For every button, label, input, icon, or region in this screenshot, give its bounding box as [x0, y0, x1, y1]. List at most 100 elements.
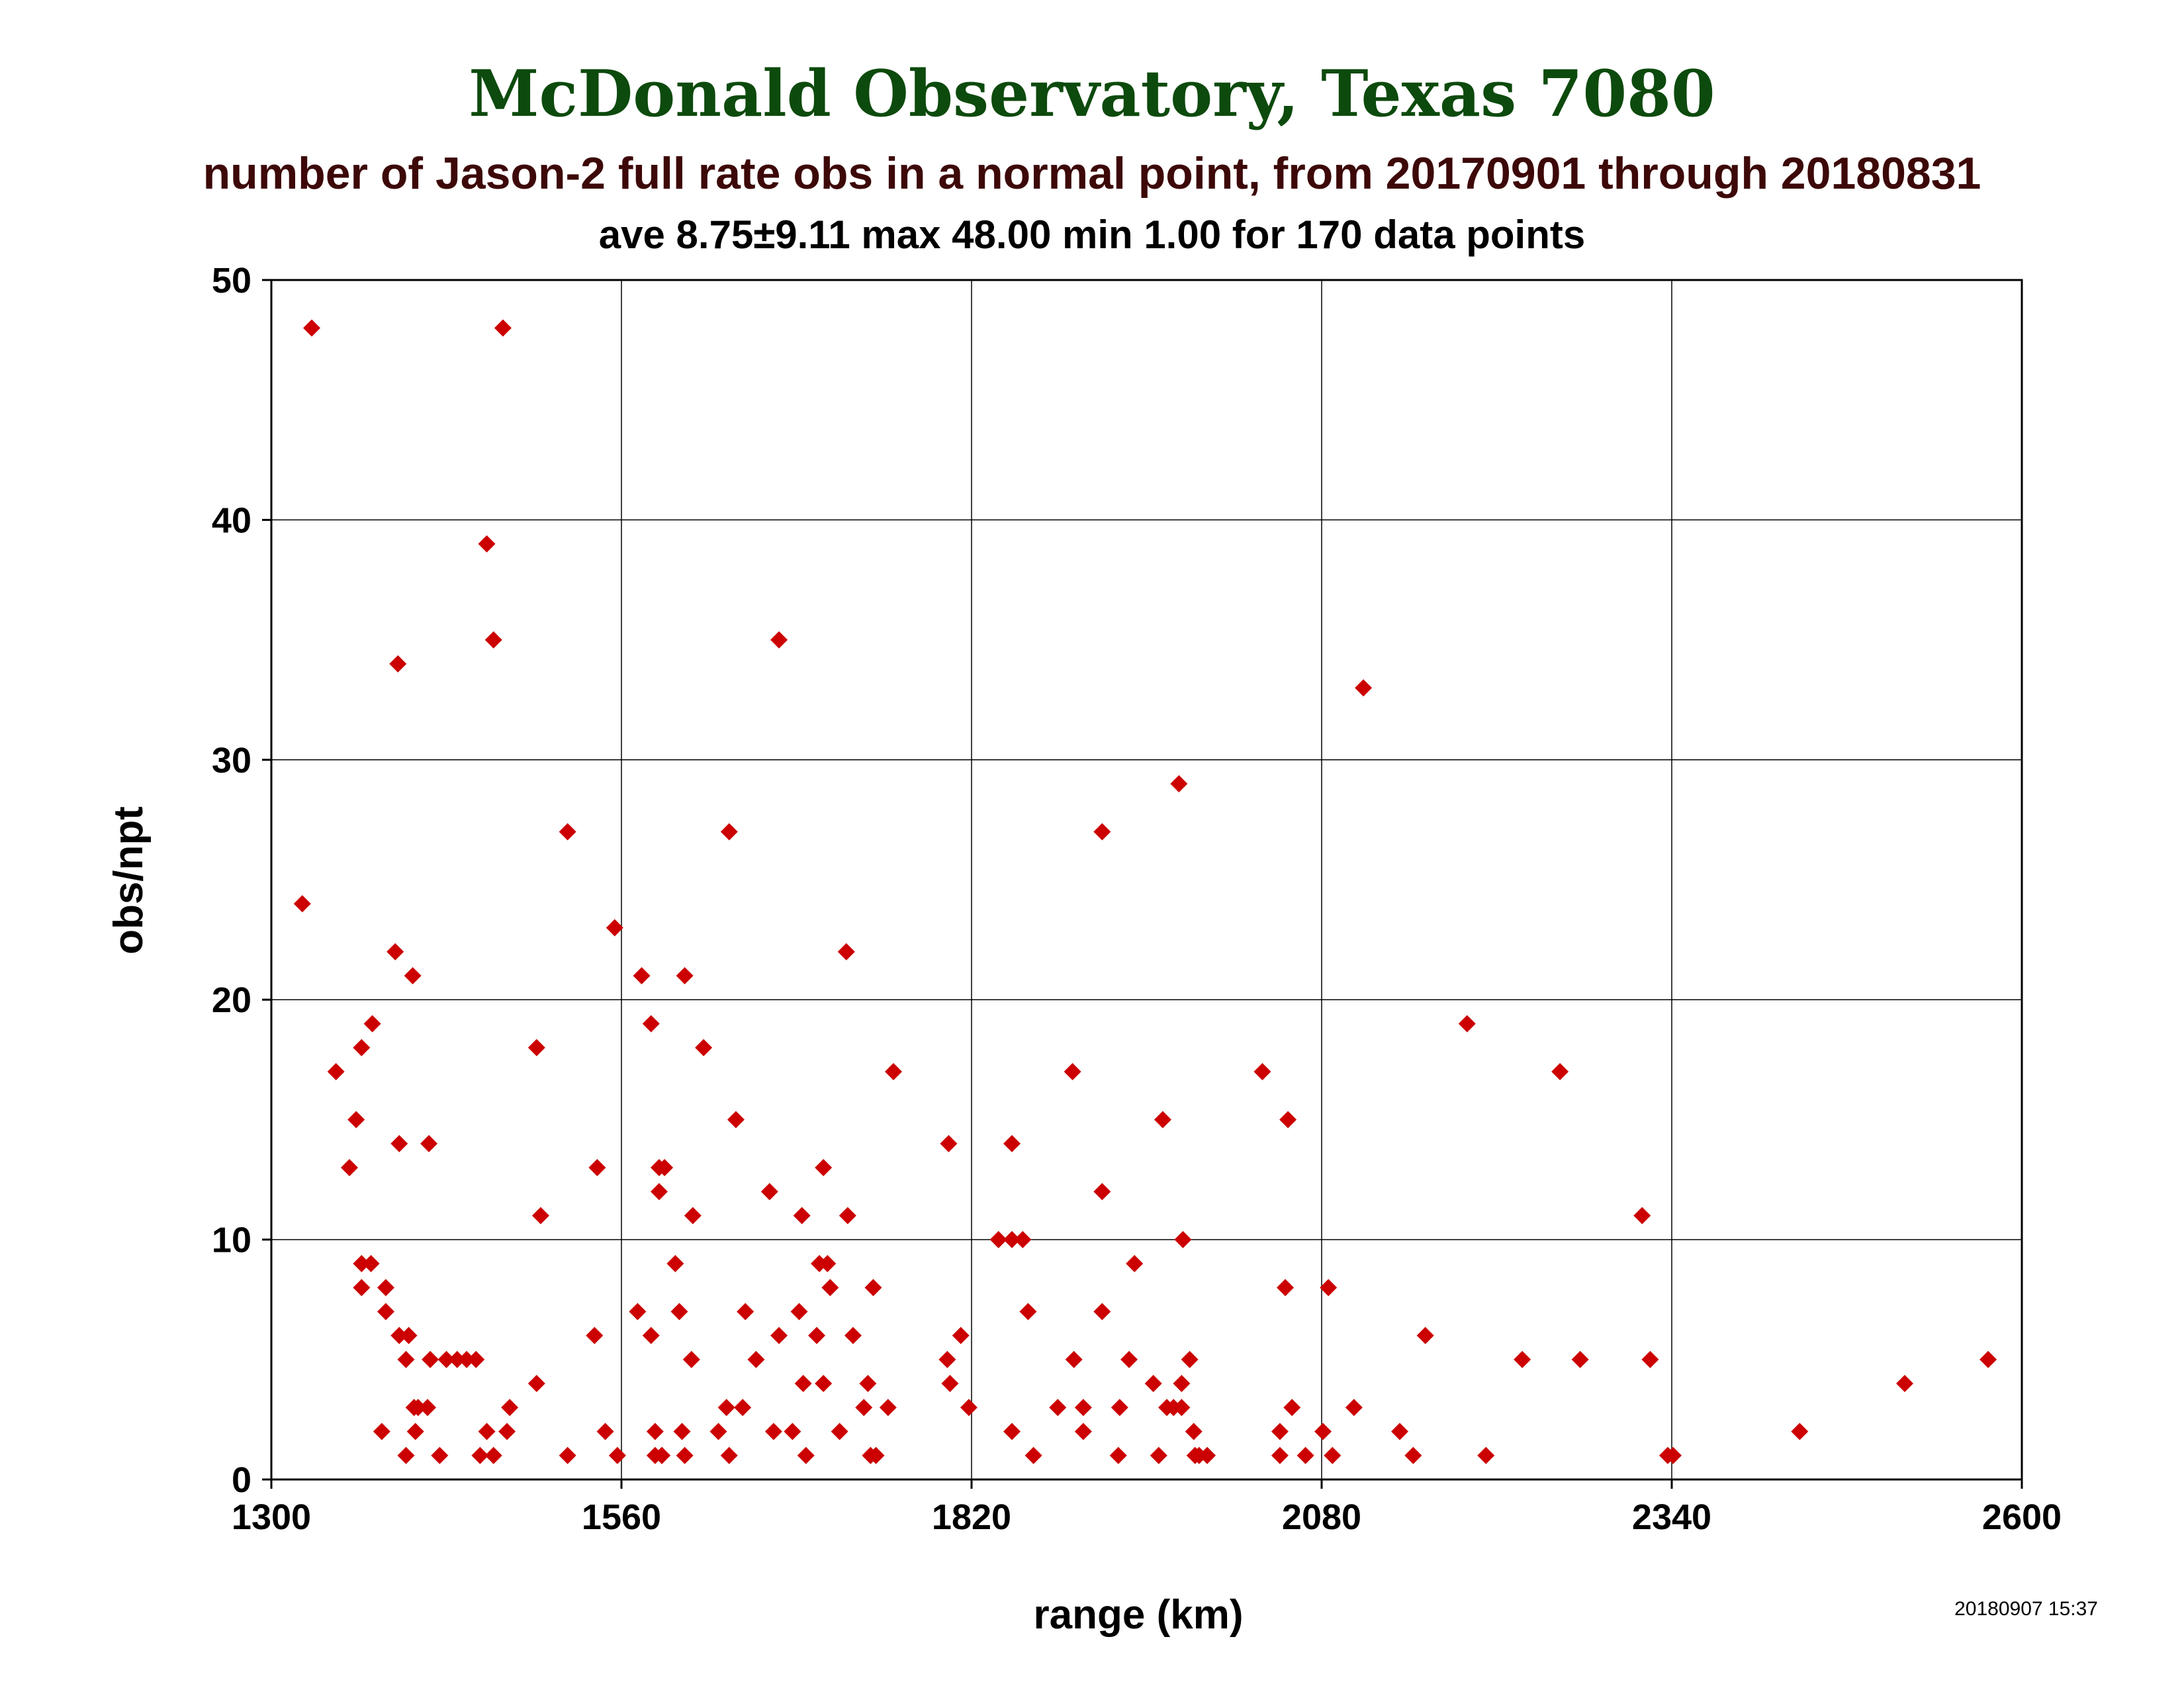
data-point [653, 1446, 671, 1464]
data-point [1791, 1423, 1809, 1440]
data-point [676, 966, 694, 984]
data-point [353, 1254, 371, 1272]
data-points [293, 319, 1997, 1464]
data-point [406, 1423, 424, 1440]
data-point [1173, 1399, 1191, 1417]
data-point [353, 1279, 371, 1297]
data-point [527, 1039, 545, 1056]
y-tick-label: 0 [232, 1460, 251, 1500]
data-point [1170, 775, 1188, 793]
data-point [437, 1350, 455, 1368]
data-point [389, 655, 407, 673]
data-point [390, 1327, 408, 1344]
chart-stats: ave 8.75±9.11 max 48.00 min 1.00 for 170… [599, 212, 1585, 257]
data-point [839, 1207, 856, 1225]
data-point [646, 1423, 664, 1440]
data-point [815, 1158, 833, 1176]
data-point [650, 1183, 668, 1201]
data-point [1024, 1446, 1042, 1464]
data-point [467, 1350, 485, 1368]
data-point [855, 1399, 873, 1417]
y-axis-label: obs/npt [106, 806, 152, 955]
y-tick-label: 40 [212, 500, 251, 540]
data-point [494, 319, 512, 337]
data-point [373, 1423, 390, 1440]
data-point [347, 1111, 365, 1129]
data-point [363, 1015, 381, 1033]
data-point [1979, 1350, 1997, 1368]
data-point [1641, 1350, 1659, 1368]
data-point [642, 1327, 660, 1344]
data-point [940, 1135, 958, 1152]
data-point [400, 1327, 418, 1344]
data-point [1458, 1015, 1476, 1033]
data-point [1150, 1446, 1167, 1464]
data-point [387, 943, 404, 961]
data-point [734, 1399, 752, 1417]
data-point [1571, 1350, 1589, 1368]
data-point [419, 1399, 437, 1417]
data-point [1003, 1423, 1021, 1440]
data-point [821, 1279, 839, 1297]
y-tick-label: 10 [212, 1221, 251, 1260]
data-point [1664, 1446, 1682, 1464]
y-tick-label: 50 [212, 261, 251, 301]
data-point [670, 1303, 688, 1321]
data-point [1173, 1375, 1191, 1393]
data-point [1199, 1446, 1216, 1464]
data-point [797, 1446, 815, 1464]
x-tick-label: 1560 [582, 1497, 661, 1537]
data-point [1126, 1254, 1144, 1272]
data-point [362, 1254, 380, 1272]
timestamp: 20180907 15:37 [1954, 1598, 2098, 1620]
y-tick-label: 30 [212, 741, 251, 780]
data-point [1345, 1399, 1363, 1417]
data-point [431, 1446, 449, 1464]
data-point [770, 631, 788, 649]
data-point [588, 1158, 606, 1176]
data-point [642, 1015, 660, 1033]
data-point [1093, 1303, 1111, 1321]
data-point [666, 1254, 684, 1272]
data-point [1049, 1399, 1067, 1417]
data-point [1111, 1399, 1128, 1417]
data-point [808, 1327, 826, 1344]
data-point [989, 1231, 1007, 1248]
data-point [682, 1350, 700, 1368]
data-point [1185, 1423, 1203, 1440]
data-point [527, 1375, 545, 1393]
data-point [353, 1039, 371, 1056]
data-point [1144, 1375, 1162, 1393]
data-point [859, 1375, 877, 1393]
data-point [484, 631, 502, 649]
grid-lines [262, 279, 2023, 1489]
data-point [1277, 1279, 1295, 1297]
data-point [737, 1303, 754, 1321]
data-point [501, 1399, 519, 1417]
data-point [837, 943, 855, 961]
data-point [867, 1446, 885, 1464]
data-point [784, 1423, 801, 1440]
data-point [1391, 1423, 1409, 1440]
data-point [327, 1062, 345, 1080]
data-point [1324, 1446, 1342, 1464]
x-axis-label: range (km) [1034, 1592, 1244, 1638]
data-point [790, 1303, 808, 1321]
data-point [709, 1423, 727, 1440]
data-point [884, 1062, 902, 1080]
data-point [397, 1446, 415, 1464]
data-point [1320, 1279, 1338, 1297]
data-point [1120, 1350, 1138, 1368]
data-point [448, 1350, 466, 1368]
data-point [938, 1350, 956, 1368]
data-point [397, 1350, 415, 1368]
y-tick-labels: 0 10 20 30 40 50 [212, 261, 251, 1500]
data-point [747, 1350, 765, 1368]
data-point [1074, 1399, 1092, 1417]
data-point [303, 319, 321, 337]
data-point [717, 1399, 735, 1417]
data-point [1416, 1327, 1434, 1344]
data-point [1181, 1350, 1199, 1368]
data-point [695, 1039, 713, 1056]
data-point [422, 1350, 439, 1368]
